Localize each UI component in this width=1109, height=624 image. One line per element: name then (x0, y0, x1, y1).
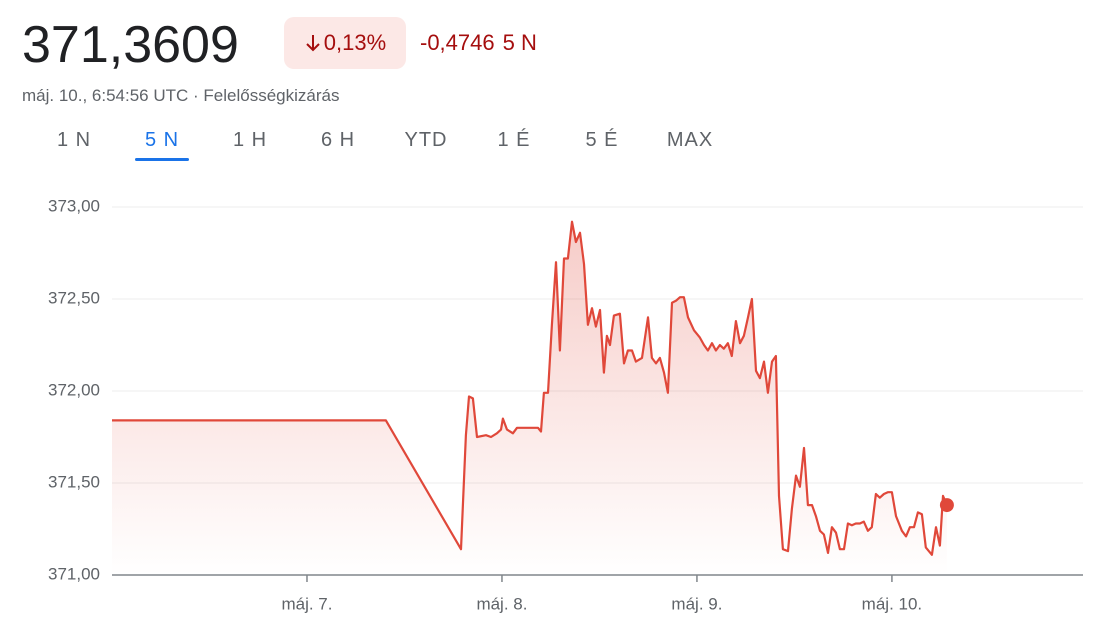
range-tab[interactable]: 6 H (320, 129, 356, 151)
last-point (939, 498, 954, 513)
y-tick-label: 371,00 (48, 564, 100, 583)
change-period: 5 N (502, 30, 537, 55)
x-tick-label: máj. 8. (476, 594, 527, 613)
range-tab[interactable]: 1 H (232, 129, 268, 151)
range-tab[interactable]: 1 É (497, 129, 531, 151)
price: 371,3609 (22, 16, 239, 74)
range-tab[interactable]: YTD (404, 129, 448, 151)
range-tab[interactable]: 1 N (56, 129, 92, 151)
x-tick-label: máj. 9. (671, 594, 722, 613)
range-tabs: 1 N 5 N 1 H 6 H YTD 1 É 5 É MAX (30, 126, 734, 161)
change-badge: 0,13% (284, 17, 406, 69)
line-area (112, 221, 947, 575)
y-tick-label: 373,00 (48, 196, 100, 215)
x-tick-label: máj. 7. (281, 594, 332, 613)
x-tick-label: máj. 10. (862, 594, 922, 613)
y-tick-label: 371,50 (48, 472, 100, 491)
change-percent: 0,13% (323, 30, 387, 55)
range-tab[interactable]: 5 É (585, 129, 619, 151)
y-tick-label: 372,00 (48, 380, 100, 399)
change: -0,4746 5 N (420, 30, 537, 56)
down-arrow (306, 35, 320, 52)
timestamp: máj. 10., 6:54:56 UTC · Felelősségkizárá… (22, 86, 340, 105)
change-value: -0,4746 (420, 30, 495, 55)
y-tick-label: 372,50 (48, 288, 100, 307)
range-tab[interactable]: 5 N (118, 126, 206, 161)
range-tab[interactable]: MAX (666, 129, 714, 151)
line (112, 220, 948, 556)
